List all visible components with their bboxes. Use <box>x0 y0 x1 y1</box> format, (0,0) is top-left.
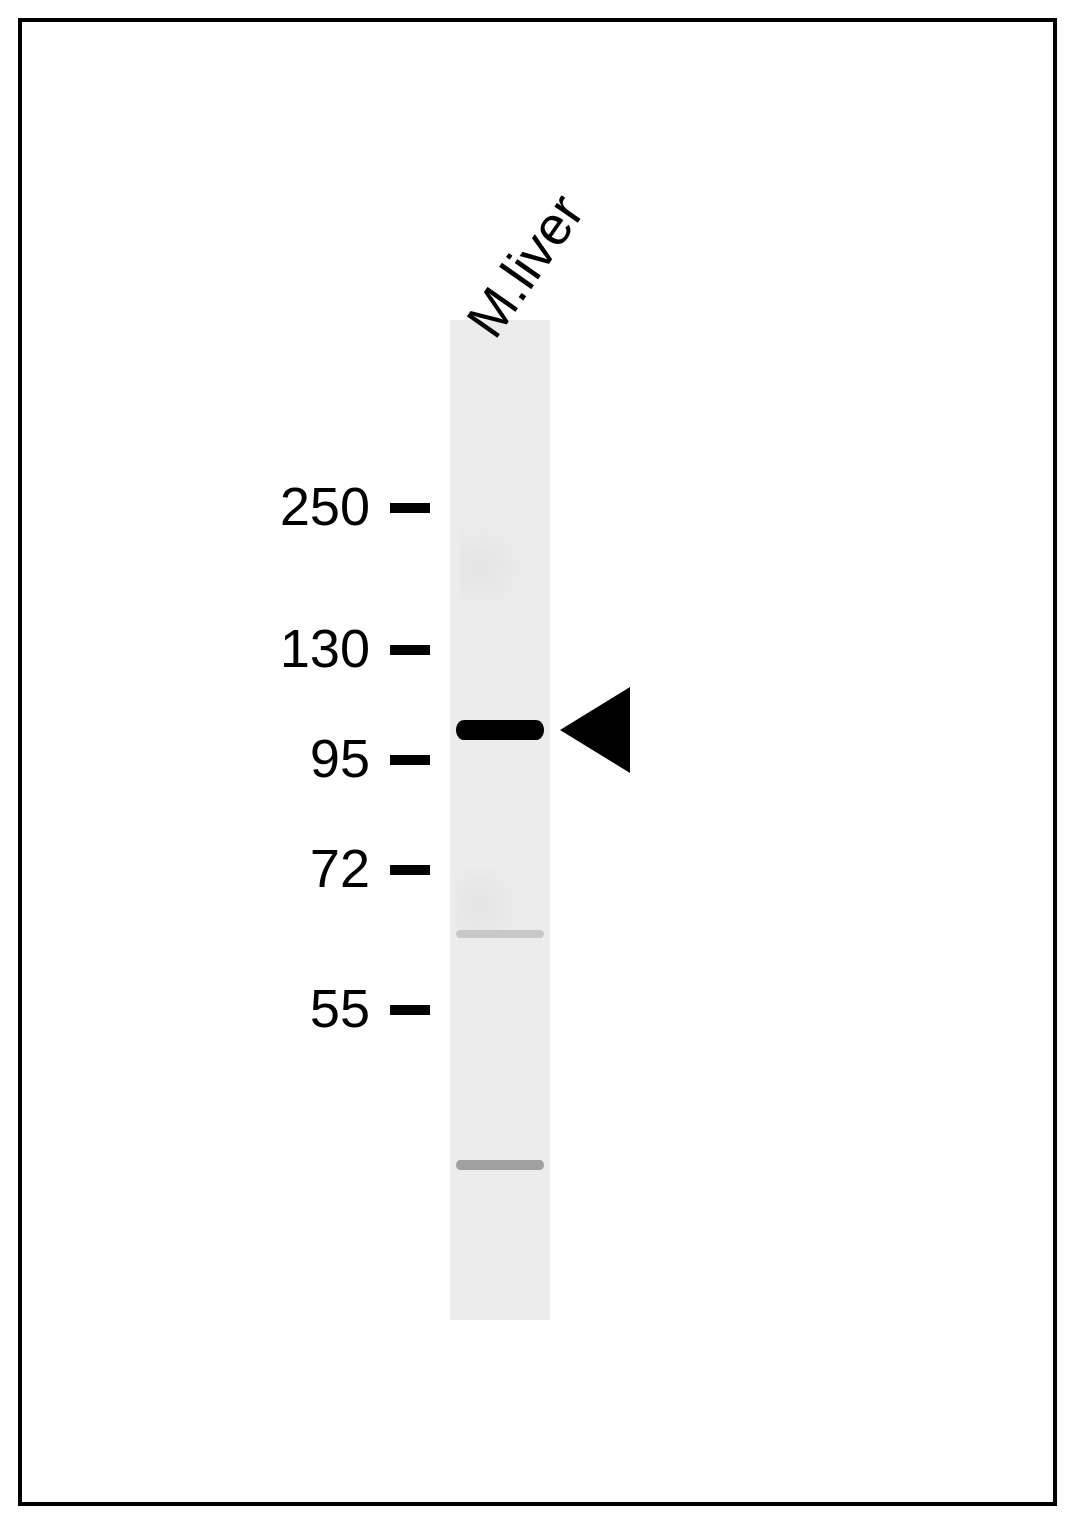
marker-label: 72 <box>310 838 370 900</box>
marker-label: 130 <box>280 618 370 680</box>
marker-label: 55 <box>310 978 370 1040</box>
lane-noise <box>460 520 530 600</box>
gel-lane <box>450 320 550 1320</box>
marker-tick <box>390 755 430 765</box>
secondary-band <box>456 930 544 938</box>
marker-tick <box>390 645 430 655</box>
marker-label: 250 <box>280 476 370 538</box>
marker-tick <box>390 865 430 875</box>
marker-tick <box>390 1005 430 1015</box>
marker-tick <box>390 503 430 513</box>
secondary-band <box>456 1160 544 1170</box>
lane-noise <box>455 870 535 930</box>
band-indicator-arrow <box>560 687 630 773</box>
primary-band <box>456 720 544 740</box>
marker-label: 95 <box>310 728 370 790</box>
